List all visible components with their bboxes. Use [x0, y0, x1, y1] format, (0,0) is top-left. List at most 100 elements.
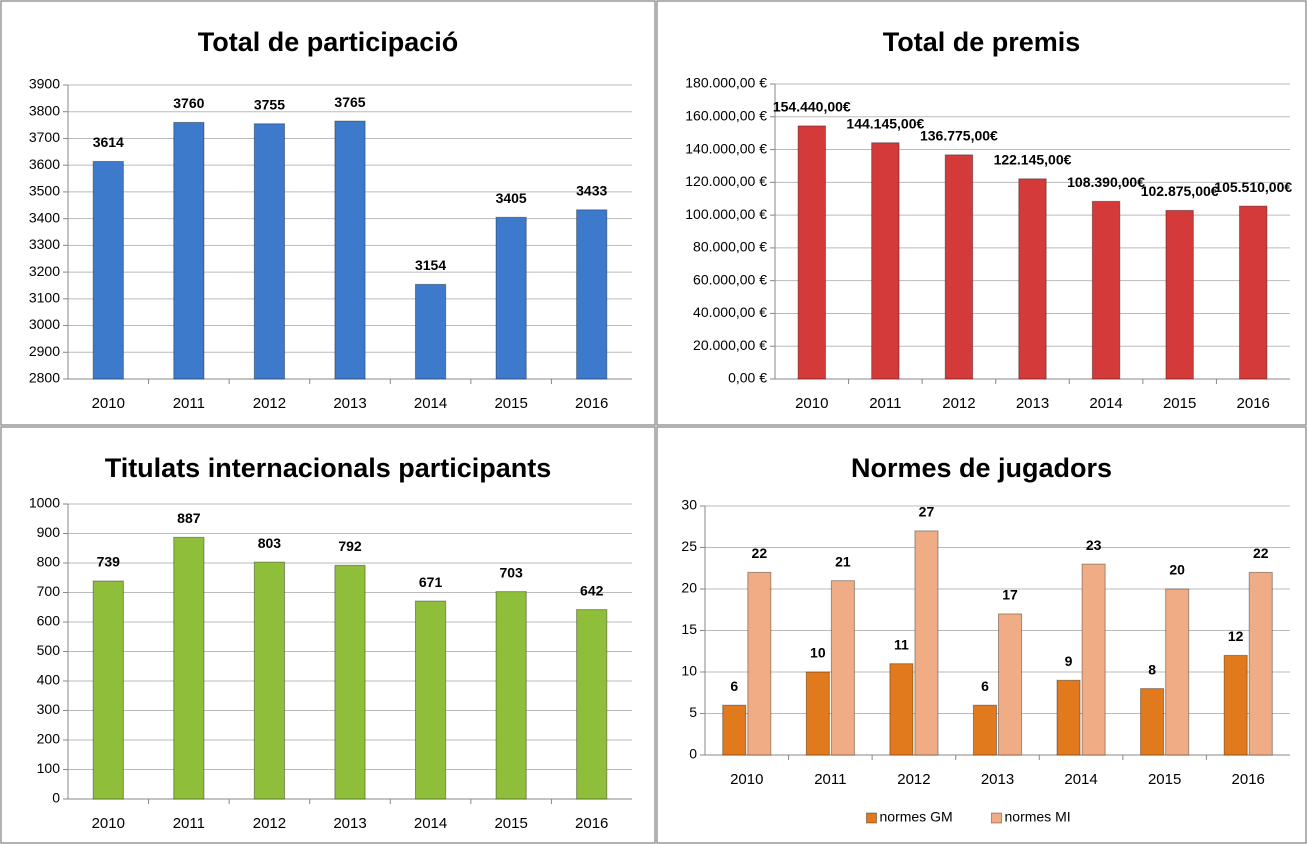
y-tick-label: 120.000,00 €	[685, 173, 767, 189]
x-tick-label: 2011	[173, 395, 205, 412]
x-tick-label: 2010	[92, 395, 125, 412]
y-tick-label: 3100	[29, 290, 60, 306]
panel	[656, 0, 1307, 426]
data-label: 12	[1228, 628, 1244, 644]
bar	[722, 704, 747, 756]
y-tick-label: 20.000,00 €	[693, 337, 767, 353]
data-label: 27	[919, 504, 935, 520]
y-tick-label: 3400	[29, 209, 60, 225]
legend-swatch	[991, 812, 1002, 824]
x-tick-label: 2012	[253, 395, 286, 412]
bar	[944, 154, 974, 380]
y-tick-label: 0,00 €	[728, 370, 767, 386]
y-tick-label: 0	[689, 746, 697, 762]
bar	[1239, 205, 1268, 380]
data-label: 17	[1002, 587, 1018, 603]
y-tick-label: 3600	[29, 156, 60, 172]
y-tick-label: 160.000,00 €	[685, 107, 767, 123]
y-tick-label: 80.000,00 €	[693, 239, 767, 255]
y-tick-label: 3500	[29, 183, 60, 199]
y-tick-label: 25	[681, 538, 697, 554]
x-tick-label: 2010	[92, 815, 125, 832]
data-label: 3760	[173, 95, 204, 111]
bar	[576, 209, 608, 380]
x-tick-label: 2012	[942, 395, 975, 412]
y-tick-label: 100.000,00 €	[685, 206, 767, 222]
x-tick-label: 2014	[1089, 395, 1122, 412]
y-tick-label: 300	[37, 701, 61, 717]
bar	[1018, 178, 1047, 380]
bar	[1140, 688, 1165, 756]
data-label: 8	[1148, 661, 1156, 677]
y-tick-label: 200	[37, 731, 61, 747]
data-label: 23	[1086, 537, 1102, 553]
y-tick-label: 20	[681, 580, 697, 596]
y-tick-label: 3900	[29, 76, 60, 92]
y-tick-label: 10	[681, 663, 697, 679]
bar	[871, 142, 900, 380]
data-label: 102.875,00€	[1141, 183, 1219, 199]
x-tick-label: 2016	[1232, 771, 1265, 788]
bar	[797, 125, 826, 380]
data-label: 22	[752, 545, 768, 561]
bar	[576, 609, 608, 800]
y-tick-label: 15	[681, 621, 697, 637]
y-tick-label: 3200	[29, 263, 60, 279]
data-label: 22	[1253, 545, 1269, 561]
data-label: 703	[499, 564, 523, 580]
data-label: 10	[810, 645, 826, 661]
bar	[173, 536, 205, 800]
data-label: 144.145,00€	[846, 115, 924, 131]
data-label: 3765	[334, 94, 365, 110]
data-label: 20	[1169, 562, 1185, 578]
y-tick-label: 140.000,00 €	[685, 140, 767, 156]
y-tick-label: 1000	[29, 495, 60, 511]
data-label: 671	[419, 574, 443, 590]
bar	[914, 530, 939, 756]
x-tick-label: 2011	[869, 395, 901, 412]
y-tick-label: 400	[37, 672, 61, 688]
x-tick-label: 2015	[494, 395, 527, 412]
data-label: 21	[835, 553, 851, 569]
bar	[495, 591, 527, 800]
data-label: 739	[97, 554, 121, 570]
bar	[173, 121, 205, 380]
bar	[1081, 563, 1106, 756]
data-label: 136.775,00€	[920, 128, 998, 144]
data-label: 108.390,00€	[1067, 174, 1145, 190]
x-tick-label: 2014	[414, 395, 447, 412]
bar	[1248, 571, 1273, 756]
y-tick-label: 3000	[29, 316, 60, 332]
bar	[805, 671, 830, 756]
data-label: 122.145,00€	[994, 152, 1072, 168]
bar	[1223, 654, 1248, 756]
y-tick-label: 0	[52, 790, 60, 806]
x-tick-label: 2013	[333, 395, 366, 412]
y-tick-label: 30	[681, 497, 697, 513]
data-label: 3755	[254, 96, 285, 112]
x-tick-label: 2011	[173, 815, 205, 832]
chart-title: Total de premis	[883, 27, 1081, 57]
bar	[972, 704, 998, 756]
x-tick-label: 2015	[494, 815, 527, 832]
bar	[830, 580, 855, 756]
bar	[92, 580, 124, 800]
bar	[414, 600, 447, 800]
x-tick-label: 2013	[1016, 395, 1049, 412]
bar	[1165, 588, 1190, 756]
bar	[253, 561, 286, 800]
data-label: 792	[338, 538, 362, 554]
data-label: 3614	[93, 134, 124, 150]
bar	[92, 160, 124, 380]
data-label: 3154	[415, 257, 446, 273]
y-tick-label: 180.000,00 €	[685, 75, 767, 91]
x-tick-label: 2012	[253, 815, 286, 832]
data-label: 105.510,00€	[1214, 179, 1292, 195]
data-label: 154.440,00€	[773, 99, 851, 115]
legend-label: normes GM	[880, 809, 953, 825]
bar	[495, 216, 527, 380]
data-label: 887	[177, 510, 201, 526]
data-label: 3405	[496, 190, 527, 206]
x-tick-label: 2015	[1148, 771, 1181, 788]
y-tick-label: 2900	[29, 343, 60, 359]
